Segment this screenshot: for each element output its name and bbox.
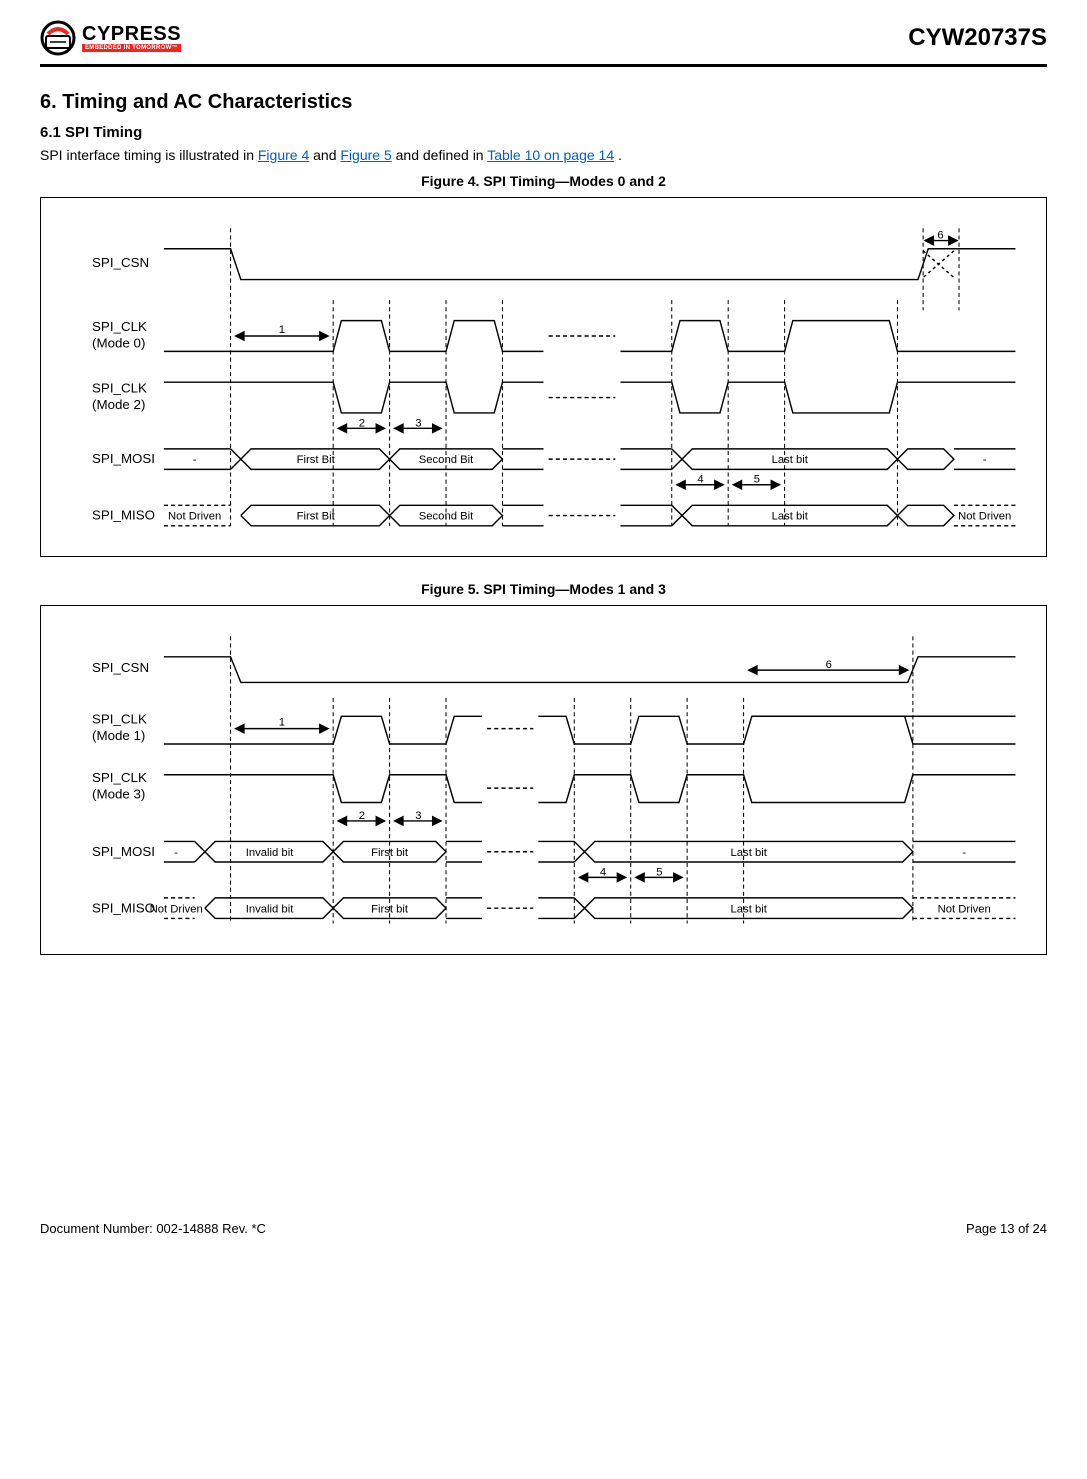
figure5-diagram: SPI_CSN SPI_CLK(Mode 1) SPI_CLK(Mode 3) … (40, 605, 1047, 955)
part-number: CYW20737S (908, 24, 1047, 52)
cypress-logo-icon (40, 20, 76, 56)
logo-tagline: EMBEDDED IN TOMORROW™ (82, 44, 181, 52)
marker-6: 6 (937, 230, 943, 242)
logo: CYPRESS EMBEDDED IN TOMORROW™ (40, 20, 181, 56)
signal-label-miso: SPI_MISO (92, 508, 155, 523)
figure4-link[interactable]: Figure 4 (258, 147, 309, 163)
marker-3: 3 (415, 810, 421, 822)
intro-paragraph: SPI interface timing is illustrated in F… (40, 147, 1047, 163)
signal-label-mosi: SPI_MOSI (92, 451, 155, 466)
signal-label-csn: SPI_CSN (92, 660, 149, 675)
figure5-caption: Figure 5. SPI Timing—Modes 1 and 3 (40, 581, 1047, 597)
mosi-second-bit: Second Bit (419, 454, 474, 466)
signal-label-miso: SPI_MISO (92, 900, 155, 915)
marker-2: 2 (359, 417, 365, 429)
mosi-invalid: Invalid bit (246, 847, 294, 859)
mosi-dash: - (193, 454, 197, 466)
miso-notdriven2: Not Driven (958, 511, 1011, 523)
mosi-first-bit: First Bit (297, 454, 336, 466)
mosi-first: First bit (371, 847, 409, 859)
spi-timing-modes-0-2: SPI_CSN SPI_CLK(Mode 0) SPI_CLK(Mode 2) … (51, 218, 1036, 536)
miso-second-bit: Second Bit (419, 511, 474, 523)
signal-label-mosi: SPI_MOSI (92, 844, 155, 859)
marker-3: 3 (415, 417, 421, 429)
page-header: CYPRESS EMBEDDED IN TOMORROW™ CYW20737S (40, 20, 1047, 67)
miso-notdriven2: Not Driven (938, 903, 991, 915)
miso-last: Last bit (731, 903, 768, 915)
intro-text: and (313, 147, 340, 163)
marker-1: 1 (279, 717, 285, 729)
mosi-dash: - (174, 847, 178, 859)
mosi-dash2: - (983, 454, 987, 466)
table10-link[interactable]: Table 10 on page 14 (487, 147, 614, 163)
miso-first: First bit (371, 903, 409, 915)
signal-label-clk3: SPI_CLK(Mode 3) (92, 770, 147, 801)
section-heading: 6. Timing and AC Characteristics (40, 91, 1047, 114)
signal-label-clk1: SPI_CLK(Mode 1) (92, 712, 147, 743)
mosi-dash2: - (962, 847, 966, 859)
miso-last-bit: Last bit (772, 511, 809, 523)
intro-text: and defined in (396, 147, 488, 163)
logo-text: CYPRESS (82, 24, 181, 44)
figure5-link[interactable]: Figure 5 (340, 147, 391, 163)
page-number: Page 13 of 24 (966, 1221, 1047, 1236)
mosi-last-bit: Last bit (772, 454, 809, 466)
marker-4: 4 (600, 866, 606, 878)
doc-number: Document Number: 002-14888 Rev. *C (40, 1221, 266, 1236)
intro-text: . (618, 147, 622, 163)
signal-label-csn: SPI_CSN (92, 255, 149, 270)
intro-text: SPI interface timing is illustrated in (40, 147, 258, 163)
mosi-last: Last bit (731, 847, 768, 859)
signal-label-clk0: SPI_CLK(Mode 0) (92, 319, 147, 350)
subsection-heading: 6.1 SPI Timing (40, 124, 1047, 141)
marker-6: 6 (826, 659, 832, 671)
miso-first-bit: First Bit (297, 511, 336, 523)
marker-5: 5 (754, 474, 760, 486)
miso-invalid: Invalid bit (246, 903, 294, 915)
signal-label-clk2: SPI_CLK(Mode 2) (92, 380, 147, 411)
figure4-caption: Figure 4. SPI Timing—Modes 0 and 2 (40, 173, 1047, 189)
marker-2: 2 (359, 810, 365, 822)
spi-timing-modes-1-3: SPI_CSN SPI_CLK(Mode 1) SPI_CLK(Mode 3) … (51, 626, 1036, 934)
marker-1: 1 (279, 324, 285, 336)
miso-notdriven: Not Driven (150, 903, 203, 915)
figure4-diagram: SPI_CSN SPI_CLK(Mode 0) SPI_CLK(Mode 2) … (40, 197, 1047, 557)
miso-notdriven: Not Driven (168, 511, 221, 523)
page-footer: Document Number: 002-14888 Rev. *C Page … (40, 1215, 1047, 1236)
marker-4: 4 (697, 474, 703, 486)
marker-5: 5 (656, 866, 662, 878)
